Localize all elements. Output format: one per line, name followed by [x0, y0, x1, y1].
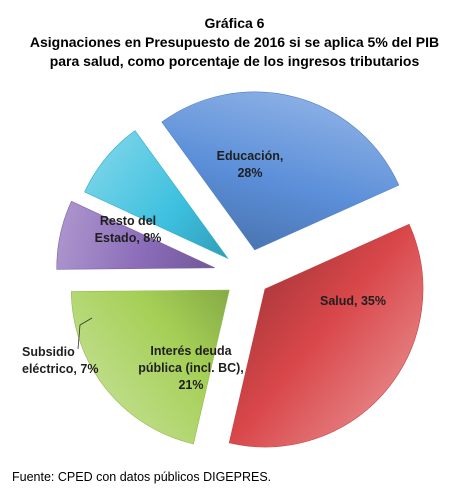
pie-slice-3	[56, 200, 215, 270]
slice-label-line: Subsidio	[22, 345, 75, 359]
slice-label-line: 21%	[178, 378, 203, 392]
chart-subtitle-line-1: Asignaciones en Presupuesto de 2016 si s…	[29, 34, 440, 50]
slice-label-line: Estado, 8%	[95, 231, 162, 245]
slice-label-line: 28%	[237, 166, 262, 180]
slice-label-4: Resto del Estado, 8%	[95, 214, 162, 245]
slice-label-1: Salud, 35%	[320, 294, 386, 308]
slice-label-2: Interés deuda pública (incl. BC), 21%	[138, 344, 244, 392]
slice-label-line: eléctrico, 7%	[22, 362, 98, 376]
pie-slice-1	[228, 223, 424, 448]
pie-slice-4	[84, 130, 229, 260]
chart-title-block: Gráfica 6 Asignaciones en Presupuesto de…	[0, 14, 469, 71]
chart-title: Gráfica 6	[204, 15, 265, 31]
slice-label-line: pública (incl. BC),	[138, 361, 244, 375]
slice-label-line: Interés deuda	[150, 344, 232, 358]
slice-label-line: Salud, 35%	[320, 294, 386, 308]
slice-label-0: Educación, 28%	[217, 149, 284, 180]
slice-label-3: Subsidio eléctrico, 7%	[22, 345, 98, 376]
pie-slice-0	[161, 91, 400, 251]
leader-line-subsidio	[77, 317, 93, 350]
slice-label-line: Resto del	[100, 214, 156, 228]
slice-label-line: Educación,	[217, 149, 284, 163]
chart-subtitle-line-2: para salud, como porcentaje de los ingre…	[49, 53, 420, 69]
source-note: Fuente: CPED con datos públicos DIGEPRES…	[12, 470, 272, 484]
pie-slice-2	[70, 289, 230, 445]
